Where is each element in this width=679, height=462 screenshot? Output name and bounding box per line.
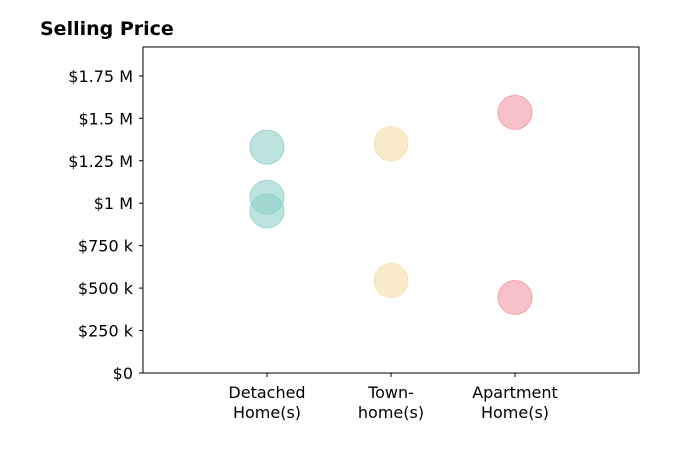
- y-tick-label: $1.75 M: [68, 67, 133, 86]
- y-tick-label: $250 k: [78, 322, 134, 341]
- data-point: [249, 193, 285, 229]
- y-tick-label: $1 M: [94, 194, 133, 213]
- data-point: [373, 126, 409, 162]
- data-point: [497, 94, 533, 130]
- y-tick-label: $1.5 M: [78, 109, 133, 128]
- points-layer: [249, 94, 533, 315]
- plot-frame: [142, 46, 640, 374]
- y-tick-label: $0: [113, 364, 133, 383]
- x-tick-label: Apartment: [472, 383, 558, 402]
- data-point: [249, 129, 285, 165]
- data-point: [373, 262, 409, 298]
- x-tick-label: Detached: [228, 383, 305, 402]
- y-tick-label: $750 k: [78, 237, 134, 256]
- chart-title: Selling Price: [40, 18, 174, 40]
- axes-layer: $0 $250 k $500 k $750 k $1 M $1.25 M $1.5 M $1.…: [68, 46, 640, 422]
- y-tick-label: $500 k: [78, 279, 134, 298]
- x-tick-label: Home(s): [233, 403, 301, 422]
- x-tick-label: Town-: [367, 383, 414, 402]
- data-point: [497, 279, 533, 315]
- y-tick-label: $1.25 M: [68, 152, 133, 171]
- x-tick-label: Home(s): [481, 403, 549, 422]
- x-tick-label: home(s): [358, 403, 424, 422]
